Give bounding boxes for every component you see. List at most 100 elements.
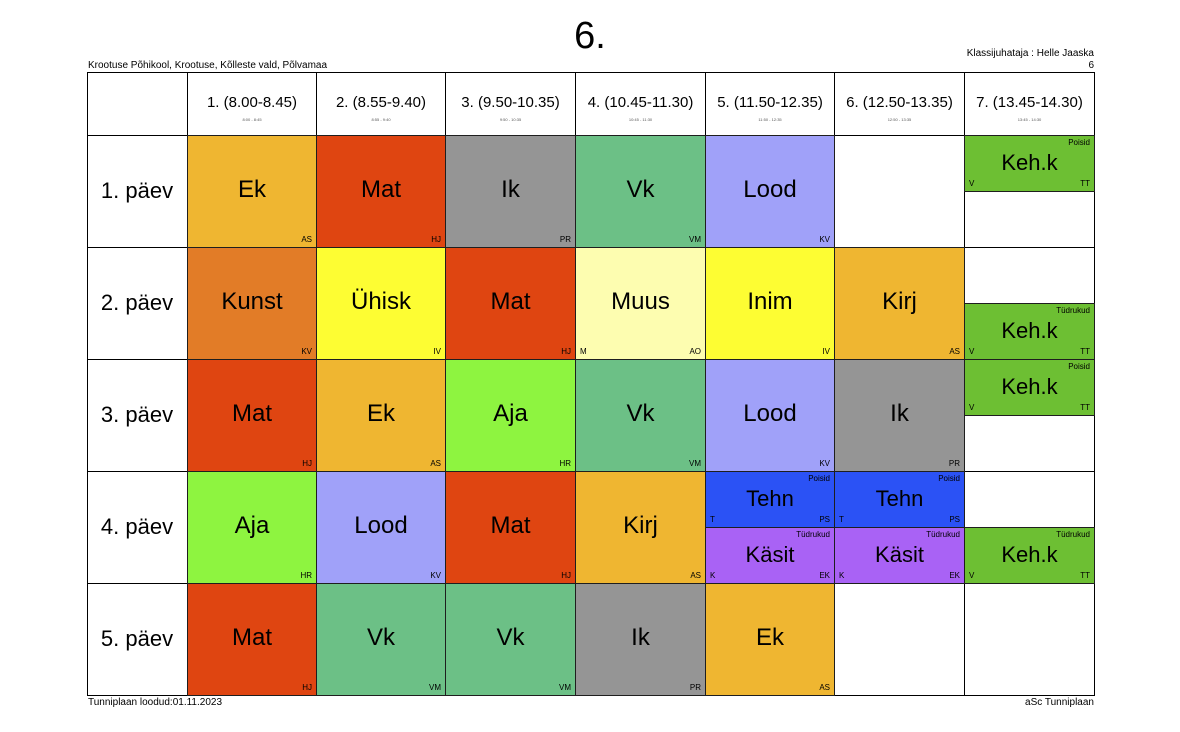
lesson-cell[interactable]: Mat HJ [187,359,317,472]
lesson-cell[interactable]: Ek AS [187,135,317,248]
lesson-cell[interactable]: Kunst KV [187,247,317,360]
lesson-subject: Keh.k [1001,542,1058,567]
lesson-cell[interactable]: Aja HR [445,359,576,472]
lesson-cell[interactable]: Keh.k TT V Tüdrukud [964,527,1095,584]
lesson-cell[interactable]: Inim IV [705,247,835,360]
lesson-cell[interactable]: Muus AO M [575,247,706,360]
lesson-cell[interactable]: Ühisk IV [316,247,446,360]
period-header: 7. (13.45-14.30) 13:45 - 14:30 [965,73,1094,135]
software-brand: aSc Tunniplaan [1025,697,1094,708]
lesson-cell[interactable]: Keh.k TT V Poisid [964,135,1095,192]
lesson-subject: Aja [493,400,528,427]
day-label: 4. päev [100,514,174,539]
lesson-cell[interactable]: Kirj AS [834,247,965,360]
lesson-teacher: VM [559,683,571,692]
lesson-cell[interactable]: Käsit EK K Tüdrukud [705,527,835,584]
period-label: 2. (8.55-9.40) [335,94,427,111]
lesson-cell[interactable]: Ik PR [575,583,706,696]
lesson-subject: Ik [890,400,909,427]
day-label: 2. päev [100,290,174,315]
period-label: 3. (9.50-10.35) [461,94,560,111]
lesson-cell[interactable]: Ek AS [705,583,835,696]
period-label: 4. (10.45-11.30) [587,94,694,111]
lesson-cell[interactable]: Mat HJ [445,247,576,360]
lesson-teacher: HJ [561,347,571,356]
lesson-teacher: AS [301,235,312,244]
lesson-cell[interactable]: Keh.k TT V Poisid [964,359,1095,416]
lesson-teacher: PS [819,515,830,524]
lesson-subject: Käsit [875,542,924,567]
lesson-teacher: HR [559,459,571,468]
lesson-subject: Mat [490,512,531,539]
lesson-subject: Mat [231,624,272,651]
lesson-cell[interactable]: Aja HR [187,471,317,584]
lesson-subject: Vk [626,400,655,427]
lesson-teacher: KV [819,235,830,244]
lesson-teacher: KV [301,347,312,356]
lesson-teacher: VM [689,235,701,244]
period-header: 5. (11.50-12.35) 11:50 - 12:35 [706,73,834,135]
lesson-subject: Kirj [882,288,917,315]
lesson-teacher: PR [689,683,701,692]
lesson-subject: Ek [366,400,395,427]
lesson-cell[interactable]: Vk VM [575,135,706,248]
lesson-cell[interactable]: Tehn PS T Poisid [705,471,835,528]
lesson-cell[interactable]: Käsit EK K Tüdrukud [834,527,965,584]
lesson-room: T [710,515,715,524]
lesson-group: Tüdrukud [926,530,960,539]
period-header: 4. (10.45-11.30) 10:45 - 11:30 [576,73,705,135]
lesson-cell[interactable]: Lood KV [705,135,835,248]
lesson-teacher: HJ [561,571,571,580]
lesson-subject: Tehn [875,486,924,511]
lesson-subject: Keh.k [1001,318,1058,343]
timetable-grid: 1. (8.00-8.45) 8:00 - 8:45 2. (8.55-9.40) 8… [87,72,1095,696]
lesson-teacher: EK [949,571,960,580]
lesson-cell[interactable]: Lood KV [705,359,835,472]
lesson-group: Tüdrukud [1056,530,1090,539]
period-label: 7. (13.45-14.30) [976,94,1083,111]
lesson-teacher: TT [1080,347,1090,356]
lesson-subject: Keh.k [1001,150,1058,175]
lesson-room: K [710,571,716,580]
lesson-teacher: HJ [302,459,312,468]
lesson-group: Poisid [938,474,960,483]
period-time: 8:00 - 8:45 [242,117,262,122]
lesson-subject: Inim [747,288,793,315]
period-header: 3. (9.50-10.35) 9:50 - 10:35 [446,73,575,135]
lesson-subject: Ik [501,176,520,203]
lesson-teacher: HJ [302,683,312,692]
lesson-teacher: IV [822,347,830,356]
lesson-teacher: TT [1080,179,1090,188]
period-header: 6. (12.50-13.35) 12:50 - 13:35 [835,73,964,135]
lesson-cell[interactable]: Ek AS [316,359,446,472]
lesson-cell[interactable]: Vk VM [316,583,446,696]
lesson-cell[interactable]: Ik PR [445,135,576,248]
lesson-cell[interactable]: Tehn PS T Poisid [834,471,965,528]
lesson-cell[interactable]: Mat HJ [445,471,576,584]
lesson-subject: Muus [611,288,670,315]
lesson-cell[interactable]: Vk VM [445,583,576,696]
day-label: 3. päev [100,402,174,427]
lesson-room: T [839,515,844,524]
lesson-cell[interactable]: Keh.k TT V Tüdrukud [964,303,1095,360]
class-number: 6 [1088,60,1094,71]
lesson-room: V [969,571,975,580]
lesson-teacher: VM [689,459,701,468]
lesson-cell[interactable]: Mat HJ [316,135,446,248]
lesson-cell[interactable]: Kirj AS [575,471,706,584]
lesson-teacher: AO [689,347,701,356]
lesson-subject: Ik [631,624,650,651]
lesson-cell[interactable]: Ik PR [834,359,965,472]
lesson-group: Poisid [808,474,830,483]
lesson-cell[interactable]: Mat HJ [187,583,317,696]
day-label: 5. päev [100,626,174,651]
lesson-teacher: HR [300,571,312,580]
class-teacher: Klassijuhataja : Helle Jaaska [966,48,1094,59]
lesson-subject: Mat [360,176,401,203]
lesson-cell[interactable]: Vk VM [575,359,706,472]
lesson-cell[interactable]: Lood KV [316,471,446,584]
lesson-teacher: AS [430,459,441,468]
lesson-subject: Lood [743,176,797,203]
lesson-subject: Ek [755,624,784,651]
lesson-subject: Vk [366,624,395,651]
